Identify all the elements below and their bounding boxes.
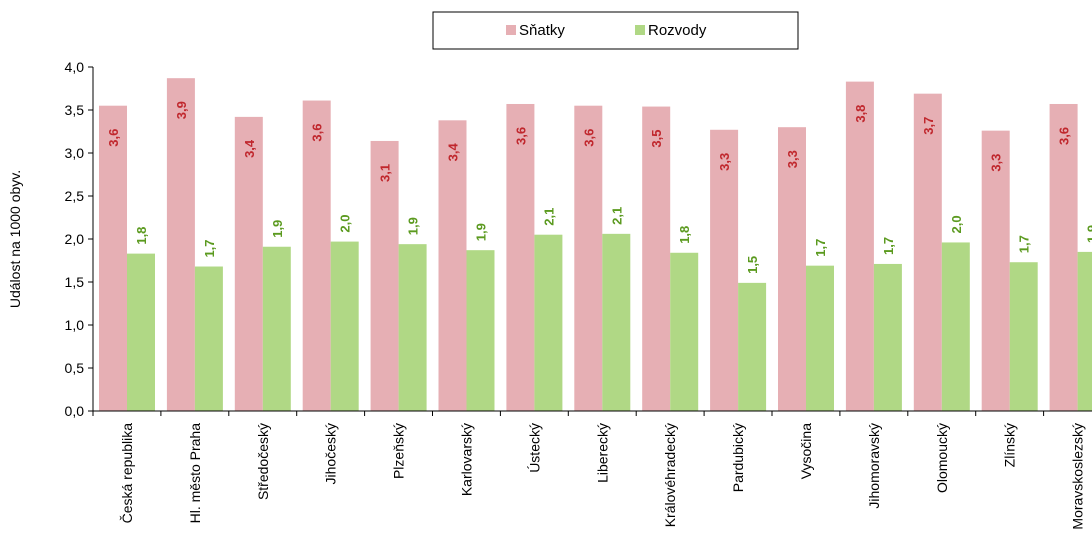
category-label-karlovarsky: Karlovarský [458,423,474,496]
data-label-snatky-vysocina: 3,3 [785,150,800,168]
category-label-zlinsky: Zlínský [1002,423,1018,467]
bar-snatky-liberecky [574,105,603,411]
y-axis-title: Událost na 1000 obyv. [7,170,23,308]
bar-rozvody-hl-mesto-praha [194,266,223,411]
y-tick-label: 3,0 [65,145,85,161]
data-label-snatky-liberecky: 3,6 [581,129,596,147]
bar-rozvody-ceska-republika [127,253,155,411]
category-label-kralovehradecky: Královéhradecký [662,423,678,527]
data-label-snatky-kralovehradecky: 3,5 [649,130,664,148]
y-tick-label: 2,0 [65,231,85,247]
category-label-pardubicky: Pardubický [730,423,746,492]
data-label-snatky-olomoucky: 3,7 [921,117,936,135]
plot-area: 3,6 1,8 3,9 1,7 3,4 1,9 3,6 2,0 3,1 1,9 3,4 1,9 3,6 2… [99,78,1092,412]
bar-snatky-karlovarsky [438,120,467,411]
bar-snatky-pardubicky [710,129,739,411]
bar-rozvody-jihocesky [330,241,359,411]
bar-snatky-hl-mesto-praha [166,78,195,412]
data-label-rozvody-ustecky: 2,1 [541,208,556,226]
data-label-rozvody-pardubicky: 1,5 [745,256,760,274]
bar-snatky-stredocesky [234,116,263,411]
legend-label-snatky: Sňatky [519,22,565,39]
bar-rozvody-ustecky [534,234,563,411]
data-label-snatky-jihocesky: 3,6 [310,124,325,142]
bar-rozvody-olomoucky [941,242,970,411]
category-label-ceska-republika: Česká republika [119,423,135,524]
data-label-rozvody-liberecky: 2,1 [609,207,624,225]
data-label-rozvody-ceska-republika: 1,8 [134,227,149,245]
data-label-snatky-ustecky: 3,6 [513,127,528,145]
bar-snatky-moravskoslezsky [1049,103,1078,411]
bar-rozvody-vysocina [806,265,834,411]
category-label-plzensky: Plzeňský [391,423,407,479]
bar-rozvody-zlinsky [1009,262,1038,411]
x-axis: Česká republika Hl. město Praha Středočesk… [92,410,1092,530]
bar-snatky-jihocesky [302,100,331,411]
category-label-vysocina: Vysočina [798,423,814,480]
legend-box [432,11,799,50]
data-label-rozvody-karlovarsky: 1,9 [474,223,489,241]
category-label-moravskoslezsky: Moravskoslezský [1070,423,1086,530]
y-tick-label: 4,0 [65,59,85,75]
data-label-rozvody-hl-mesto-praha: 1,7 [202,239,217,257]
y-tick-label: 3,5 [65,102,85,118]
bar-snatky-vysocina [778,127,806,411]
data-label-snatky-pardubicky: 3,3 [717,153,732,171]
y-axis: 0,0 0,5 1,0 1,5 2,0 2,5 3,0 3,5 4,0 [65,59,94,419]
bar-snatky-olomoucky [913,93,942,411]
category-label-stredocesky: Středočeský [255,423,271,500]
bar-snatky-ustecky [506,103,535,411]
data-label-rozvody-jihomoravsky: 1,7 [881,237,896,255]
y-tick-label: 1,0 [65,317,85,333]
data-label-rozvody-jihocesky: 2,0 [338,215,353,233]
bar-rozvody-karlovarsky [466,250,495,411]
data-label-rozvody-moravskoslezsky: 1,9 [1085,225,1092,243]
category-label-olomoucky: Olomoucký [934,423,950,493]
bar-snatky-plzensky [370,140,399,411]
data-label-snatky-stredocesky: 3,4 [242,139,257,158]
bar-rozvody-stredocesky [262,246,291,411]
bar-rozvody-jihomoravsky [873,263,902,411]
legend-swatch-rozvody [635,25,645,35]
bar-rozvody-kralovehradecky [670,252,699,411]
legend-swatch-snatky [506,25,516,35]
category-label-liberecky: Liberecký [594,423,610,483]
data-label-rozvody-olomoucky: 2,0 [949,215,964,233]
legend: Sňatky Rozvody [432,11,799,50]
y-tick-label: 1,5 [65,274,85,290]
data-label-rozvody-plzensky: 1,9 [406,217,421,235]
data-label-rozvody-kralovehradecky: 1,8 [677,226,692,244]
bar-snatky-jihomoravsky [845,81,874,412]
bar-rozvody-plzensky [398,244,427,411]
data-label-snatky-hl-mesto-praha: 3,9 [174,101,189,119]
y-tick-label: 0,5 [65,360,85,376]
data-label-snatky-karlovarsky: 3,4 [446,143,461,162]
category-label-jihomoravsky: Jihomoravský [866,423,882,509]
data-label-snatky-jihomoravsky: 3,8 [853,105,868,123]
bar-snatky-ceska-republika [99,105,127,411]
data-label-rozvody-vysocina: 1,7 [813,239,828,257]
data-label-snatky-moravskoslezsky: 3,6 [1057,127,1072,145]
data-label-rozvody-stredocesky: 1,9 [270,220,285,238]
y-tick-label: 2,5 [65,188,85,204]
bar-rozvody-liberecky [602,233,631,411]
category-label-hl-mesto-praha: Hl. město Praha [187,423,203,524]
legend-label-rozvody: Rozvody [648,22,707,39]
category-label-jihocesky: Jihočeský [323,423,339,484]
bar-snatky-kralovehradecky [642,106,671,411]
bar-snatky-zlinsky [981,130,1010,411]
y-tick-label: 0,0 [65,403,85,419]
bar-rozvody-pardubicky [738,282,767,411]
data-label-snatky-plzensky: 3,1 [378,164,393,182]
category-label-ustecky: Ústecký [526,423,542,473]
data-label-snatky-zlinsky: 3,3 [989,154,1004,172]
data-label-snatky-ceska-republika: 3,6 [106,129,121,147]
data-label-rozvody-zlinsky: 1,7 [1017,235,1032,253]
bar-rozvody-moravskoslezsky [1077,251,1092,411]
